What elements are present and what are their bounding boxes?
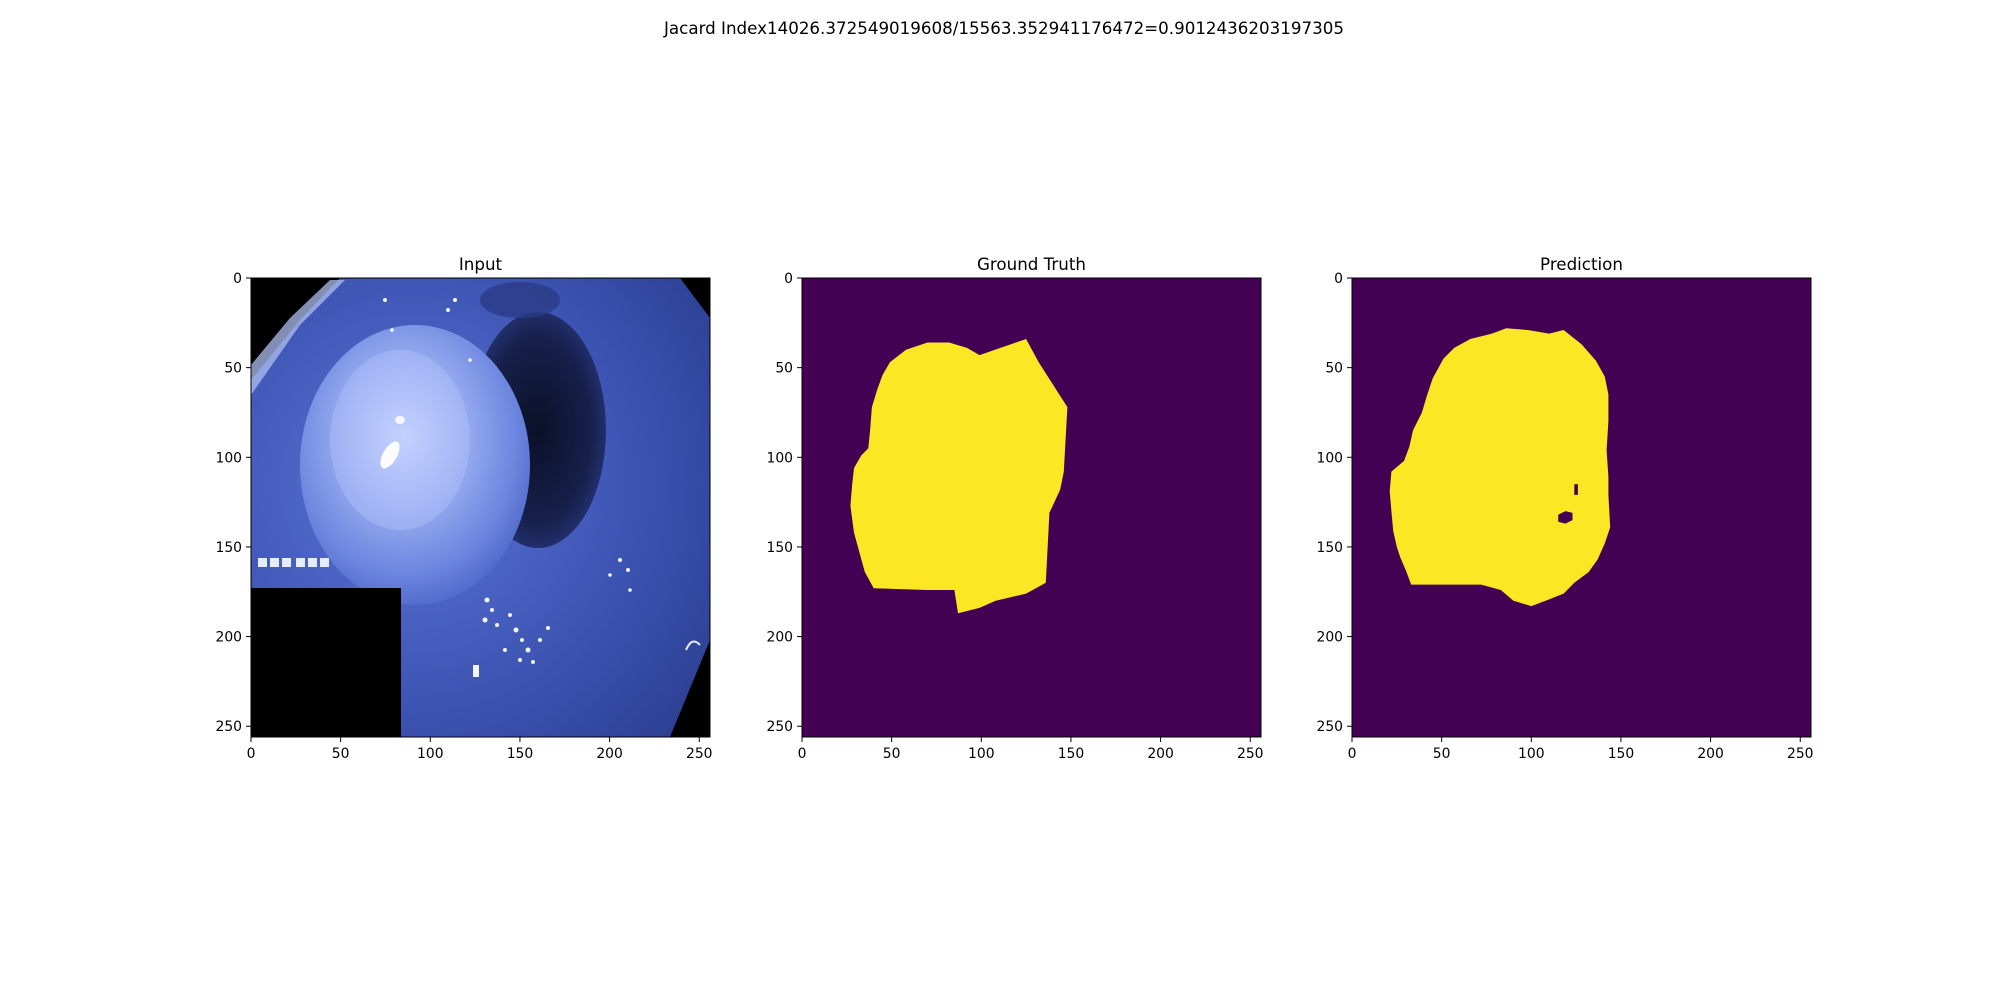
- x-tick-label-input: 50: [332, 746, 350, 762]
- instrument-marker: [685, 640, 701, 651]
- x-tick-label-prediction: 50: [1433, 746, 1451, 762]
- ticks-prediction: 0 50 100 150 200 250 0 50 100 150 200 250: [1316, 271, 1813, 762]
- y-tick-label-prediction: 200: [1316, 630, 1343, 646]
- axes-frame-input: [250, 277, 711, 738]
- x-tick-label-prediction: 150: [1608, 746, 1635, 762]
- overlay-bar-markers: [258, 558, 329, 567]
- figure-suptitle: Jacard Index14026.372549019608/15563.352…: [663, 18, 1344, 38]
- y-tick-label-input: 50: [224, 361, 242, 377]
- x-tick-label-ground-truth: 100: [968, 746, 995, 762]
- y-tick-label-ground-truth: 250: [766, 719, 793, 735]
- ticks-ground-truth: 0 50 100 150 200 250 0 50 100 150 200 250: [766, 271, 1263, 762]
- x-tick-label-input: 200: [596, 746, 623, 762]
- x-tick-label-input: 100: [417, 746, 444, 762]
- panel-prediction: Prediction 0 50 100 150 200 250 0 50 100 150 200 25…: [1316, 254, 1813, 762]
- axes-frame-prediction: [1351, 277, 1812, 738]
- segmentation-region: [1389, 328, 1611, 607]
- segmentation-hole: [1574, 484, 1578, 495]
- y-tick-label-prediction: 50: [1325, 361, 1343, 377]
- x-tick-label-prediction: 0: [1348, 746, 1357, 762]
- panel-input: Input: [215, 254, 712, 762]
- panel-title-input: Input: [459, 254, 503, 274]
- polyp-region: [300, 325, 530, 605]
- x-tick-label-input: 250: [686, 746, 713, 762]
- y-tick-label-prediction: 0: [1334, 271, 1343, 287]
- panel-title-ground-truth: Ground Truth: [977, 254, 1086, 274]
- segmentation-region: [850, 339, 1068, 614]
- mask-region-group: [850, 339, 1068, 614]
- x-tick-label-ground-truth: 250: [1237, 746, 1264, 762]
- y-tick-label-ground-truth: 50: [775, 361, 793, 377]
- y-tick-label-prediction: 100: [1316, 450, 1343, 466]
- y-tick-label-input: 100: [215, 450, 242, 466]
- y-tick-label-prediction: 250: [1316, 719, 1343, 735]
- endoscopy-image: [251, 278, 710, 737]
- x-tick-label-prediction: 100: [1518, 746, 1545, 762]
- x-tick-label-ground-truth: 50: [883, 746, 901, 762]
- segmentation-hole: [1558, 511, 1573, 524]
- axes-frame-ground-truth: [801, 277, 1262, 738]
- y-tick-label-input: 150: [215, 540, 242, 556]
- specular-specks: [383, 298, 632, 677]
- x-tick-label-prediction: 250: [1787, 746, 1814, 762]
- x-tick-label-ground-truth: 200: [1147, 746, 1174, 762]
- panel-title-prediction: Prediction: [1540, 254, 1623, 274]
- y-tick-label-input: 200: [215, 630, 242, 646]
- y-tick-label-ground-truth: 150: [766, 540, 793, 556]
- y-tick-label-ground-truth: 100: [766, 450, 793, 466]
- x-tick-label-ground-truth: 150: [1058, 746, 1085, 762]
- mask-region-group: [1389, 328, 1611, 607]
- x-tick-label-ground-truth: 0: [798, 746, 807, 762]
- x-tick-label-input: 150: [507, 746, 534, 762]
- y-tick-label-ground-truth: 200: [766, 630, 793, 646]
- ticks-input: 0 50 100 150 200 250 0 50 100 150 200 250: [215, 271, 712, 762]
- y-tick-label-input: 0: [233, 271, 242, 287]
- y-tick-label-prediction: 150: [1316, 540, 1343, 556]
- y-tick-label-input: 250: [215, 719, 242, 735]
- y-tick-label-ground-truth: 0: [784, 271, 793, 287]
- x-tick-label-input: 0: [247, 746, 256, 762]
- x-tick-label-prediction: 200: [1697, 746, 1724, 762]
- panel-ground-truth: Ground Truth 0 50 100 150 200 250 0 50 100 150 200…: [766, 254, 1263, 762]
- masked-box: [251, 588, 401, 737]
